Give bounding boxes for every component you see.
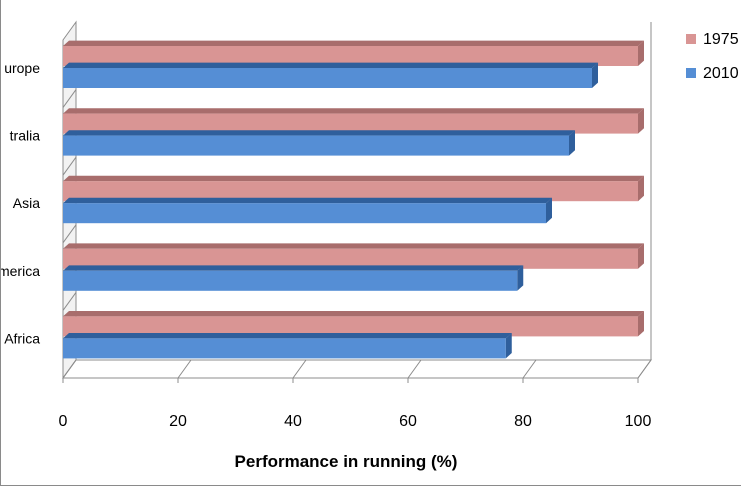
legend-swatch-1975 — [686, 34, 696, 44]
y-tick-diag — [62, 224, 77, 244]
legend-label-1975: 1975 — [703, 31, 739, 48]
x-tick-labels: 0 20 40 60 80 100 — [59, 359, 652, 430]
bar-2010-2-front — [63, 203, 546, 224]
bar-1975-3-top — [63, 243, 644, 249]
bar-1975-3-front — [63, 248, 638, 269]
y-tick-diag — [62, 156, 77, 176]
x-gridline-diag — [637, 359, 652, 379]
bar-1975-2-top — [63, 175, 644, 182]
bar-1975-4 — [63, 311, 644, 337]
bar-1975-0-side — [638, 40, 644, 66]
x-tick-label: 20 — [169, 413, 187, 430]
x-gridline-diag — [522, 359, 537, 379]
x-gridline-diag — [292, 359, 307, 379]
y-tick-diag — [62, 292, 77, 311]
category-label: Africa — [4, 330, 40, 346]
bar-1975-3 — [63, 243, 644, 269]
bar-1975-4-front — [63, 316, 638, 337]
y-tick-diag — [62, 89, 77, 108]
bar-1975-3-side — [638, 243, 644, 269]
bar-1975-1 — [63, 108, 644, 134]
bar-2010-0-top — [63, 62, 598, 68]
bars-group — [63, 40, 644, 359]
bar-1975-0-front — [63, 46, 638, 66]
x-tick-label: 40 — [284, 413, 302, 430]
bar-2010-4-front — [63, 338, 506, 359]
legend-label-2010: 2010 — [703, 65, 739, 82]
bar-1975-2-front — [63, 181, 638, 202]
bar-1975-1-front — [63, 113, 638, 134]
category-label: tralia — [10, 128, 41, 144]
bar-2010-4 — [63, 333, 512, 359]
bar-1975-2 — [63, 175, 644, 202]
bar-2010-1-front — [63, 135, 569, 156]
bar-2010-3-front — [63, 270, 518, 291]
bar-2010-0-front — [63, 68, 592, 88]
bar-2010-1-top — [63, 130, 575, 136]
category-label: Asia — [13, 195, 40, 211]
x-gridline-diag — [177, 359, 192, 379]
legend: 1975 2010 — [686, 31, 739, 82]
x-tick-label: 60 — [399, 413, 417, 430]
bar-2010-4-side — [505, 333, 512, 359]
bar-2010-2-top — [63, 197, 552, 204]
bar-1975-4-top — [63, 311, 644, 317]
x-tick-label: 100 — [625, 413, 652, 430]
bar-2010-3 — [63, 265, 524, 291]
bar-2010-1 — [63, 130, 575, 156]
category-label: merica — [1, 263, 40, 279]
bar-1975-2-side — [638, 175, 644, 202]
legend-swatch-2010 — [686, 68, 696, 78]
x-axis-title: Performance in running (%) — [235, 452, 458, 471]
bar-1975-1-side — [638, 108, 644, 134]
y-tick-diag — [62, 359, 77, 379]
bar-2010-0-side — [592, 62, 598, 88]
category-labels: urope tralia Asia merica Africa — [1, 60, 77, 379]
x-tick-label: 80 — [514, 413, 532, 430]
category-label: urope — [4, 60, 40, 76]
bar-1975-1-top — [63, 108, 644, 114]
bar-2010-4-top — [63, 333, 512, 339]
bar-2010-3-top — [63, 265, 524, 271]
bar-1975-0-top — [63, 40, 644, 46]
bar-2010-3-side — [517, 265, 524, 291]
bar-2010-0 — [63, 62, 598, 88]
bar-1975-0 — [63, 40, 644, 66]
x-tick-label: 0 — [59, 413, 68, 430]
bar-2010-2 — [63, 197, 552, 224]
bar-2010-2-side — [546, 197, 552, 224]
floor-wall — [62, 359, 652, 379]
bar-1975-4-side — [638, 311, 644, 337]
bar-2010-1-side — [569, 130, 575, 156]
x-gridline-diag — [407, 359, 422, 379]
